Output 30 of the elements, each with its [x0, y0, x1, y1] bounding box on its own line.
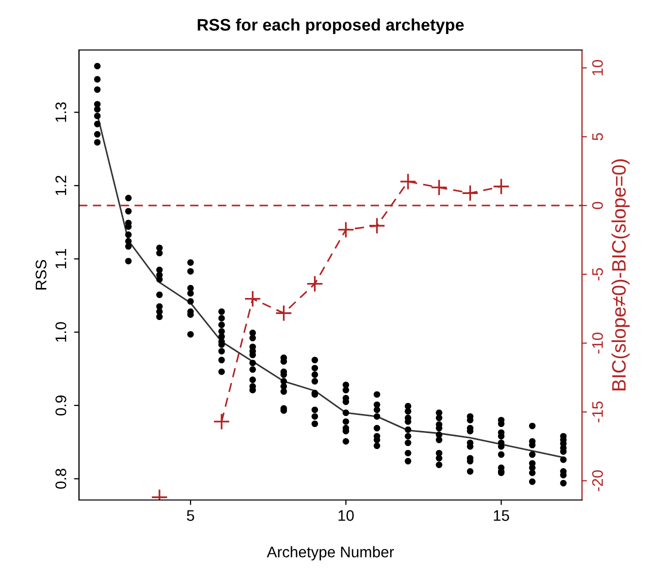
point — [492, 178, 510, 195]
point — [337, 221, 354, 238]
y-tick-label: 0.9 — [55, 396, 66, 416]
x-axis-title: Archetype Number — [266, 546, 394, 560]
x-tick-label: 15 — [494, 510, 510, 521]
chart-title: RSS for each proposed archetype — [198, 18, 464, 34]
y2-axis-title: BIC(slope≠0)-BIC(slope=0) — [612, 159, 630, 390]
y2-tick-label: -10 — [592, 332, 603, 354]
y2-tick-label: 5 — [592, 133, 603, 140]
point — [275, 304, 292, 322]
y-tick-label: 1.2 — [55, 176, 66, 196]
point — [368, 217, 386, 234]
point — [400, 173, 416, 190]
point — [244, 290, 262, 308]
point — [306, 275, 324, 292]
y2-tick-label: 0 — [592, 202, 603, 210]
point — [213, 413, 230, 430]
y-tick-label: 1.1 — [56, 249, 66, 268]
y2-tick-label: -5 — [592, 268, 603, 280]
y2-tick-label: 10 — [592, 60, 603, 76]
y-tick-label: 1.3 — [55, 102, 66, 122]
x-tick-label: 10 — [338, 510, 354, 521]
y-tick-label: 0.8 — [55, 468, 66, 489]
x-tick-label: 5 — [186, 510, 194, 521]
y-tick-label: 1.0 — [55, 322, 66, 342]
y2-tick-label: -15 — [592, 402, 603, 422]
point — [430, 179, 448, 196]
y2-tick-label: -20 — [592, 470, 603, 492]
y-axis-title: RSS — [36, 260, 46, 290]
point — [462, 184, 479, 202]
